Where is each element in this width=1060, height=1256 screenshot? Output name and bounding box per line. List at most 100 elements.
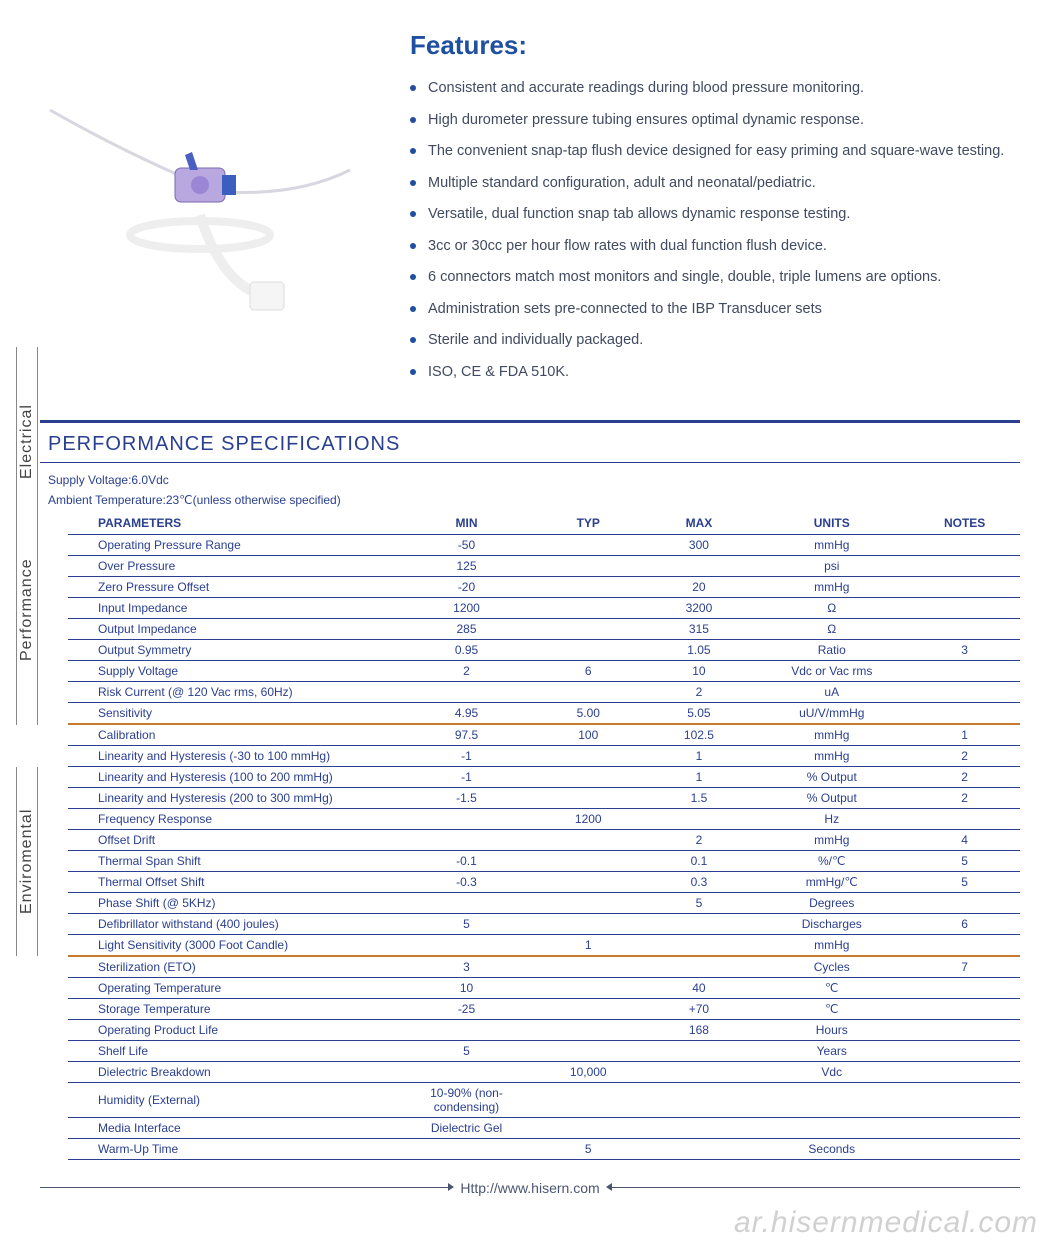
cell-units: ℃: [754, 998, 909, 1019]
cell-min: 5: [400, 913, 533, 934]
table-row: Supply Voltage2610Vdc or Vac rms: [68, 660, 1020, 681]
cell-param: Output Impedance: [68, 618, 400, 639]
table-row: Risk Current (@ 120 Vac rms, 60Hz)2uA: [68, 681, 1020, 702]
cell-max: 1: [644, 766, 755, 787]
cell-typ: 100: [533, 724, 644, 746]
cell-notes: [909, 1040, 1020, 1061]
cell-units: mmHg/℃: [754, 871, 909, 892]
cell-notes: [909, 1019, 1020, 1040]
page-container: Features: Consistent and accurate readin…: [0, 0, 1060, 1256]
cell-units: mmHg: [754, 745, 909, 766]
cell-param: Shelf Life: [68, 1040, 400, 1061]
cell-min: [400, 1138, 533, 1159]
cell-param: Risk Current (@ 120 Vac rms, 60Hz): [68, 681, 400, 702]
cell-param: Phase Shift (@ 5KHz): [68, 892, 400, 913]
cell-notes: 2: [909, 766, 1020, 787]
cell-units: %/℃: [754, 850, 909, 871]
spec-table-wrap: PARAMETERSMINTYPMAXUNITSNOTES Operating …: [40, 512, 1020, 1160]
cell-units: Seconds: [754, 1138, 909, 1159]
features-list: Consistent and accurate readings during …: [410, 75, 1020, 386]
cell-max: 5: [644, 892, 755, 913]
table-row: Zero Pressure Offset-2020mmHg: [68, 576, 1020, 597]
cell-min: 97.5: [400, 724, 533, 746]
spec-col-header: PARAMETERS: [68, 512, 400, 535]
cell-param: Dielectric Breakdown: [68, 1061, 400, 1082]
cell-typ: [533, 534, 644, 555]
cell-units: Years: [754, 1040, 909, 1061]
cell-notes: [909, 576, 1020, 597]
cell-units: uA: [754, 681, 909, 702]
cell-max: 20: [644, 576, 755, 597]
cell-param: Linearity and Hysteresis (200 to 300 mmH…: [68, 787, 400, 808]
cell-max: 1: [644, 745, 755, 766]
cell-typ: [533, 1117, 644, 1138]
cell-notes: 6: [909, 913, 1020, 934]
cell-max: [644, 956, 755, 978]
cell-units: mmHg: [754, 724, 909, 746]
table-row: Media InterfaceDielectric Gel: [68, 1117, 1020, 1138]
feature-item: The convenient snap-tap flush device des…: [410, 138, 1020, 166]
cell-max: 0.3: [644, 871, 755, 892]
table-row: Linearity and Hysteresis (100 to 200 mmH…: [68, 766, 1020, 787]
spec-tbody: Operating Pressure Range-50300mmHgOver P…: [68, 534, 1020, 1159]
cell-min: [400, 892, 533, 913]
section-label-performance: Performance: [16, 494, 38, 725]
table-row: Calibration97.5100102.5mmHg1: [68, 724, 1020, 746]
table-row: Linearity and Hysteresis (200 to 300 mmH…: [68, 787, 1020, 808]
cell-max: [644, 808, 755, 829]
table-row: Phase Shift (@ 5KHz)5Degrees: [68, 892, 1020, 913]
cell-units: Hours: [754, 1019, 909, 1040]
cell-notes: [909, 534, 1020, 555]
cell-param: Sensitivity: [68, 702, 400, 724]
cell-typ: [533, 681, 644, 702]
cell-min: [400, 1019, 533, 1040]
cell-units: mmHg: [754, 829, 909, 850]
cell-max: 0.1: [644, 850, 755, 871]
features-column: Features: Consistent and accurate readin…: [410, 20, 1020, 390]
cell-max: [644, 934, 755, 956]
cell-typ: [533, 1040, 644, 1061]
cell-min: 125: [400, 555, 533, 576]
table-row: Operating Pressure Range-50300mmHg: [68, 534, 1020, 555]
cell-min: -50: [400, 534, 533, 555]
cell-notes: 7: [909, 956, 1020, 978]
cell-typ: 5.00: [533, 702, 644, 724]
cell-min: Dielectric Gel: [400, 1117, 533, 1138]
cell-notes: [909, 618, 1020, 639]
table-row: Humidity (External)10-90% (non-condensin…: [68, 1082, 1020, 1117]
cell-min: 10-90% (non-condensing): [400, 1082, 533, 1117]
cell-typ: [533, 892, 644, 913]
table-row: Output Impedance285315Ω: [68, 618, 1020, 639]
cell-max: 1.05: [644, 639, 755, 660]
table-row: Defibrillator withstand (400 joules)5Dis…: [68, 913, 1020, 934]
cell-typ: [533, 576, 644, 597]
cell-max: 300: [644, 534, 755, 555]
cell-param: Calibration: [68, 724, 400, 746]
cell-typ: [533, 1082, 644, 1117]
cell-notes: [909, 1061, 1020, 1082]
table-row: Shelf Life5Years: [68, 1040, 1020, 1061]
cell-min: 2: [400, 660, 533, 681]
table-row: Output Symmetry0.951.05Ratio3: [68, 639, 1020, 660]
cell-param: Light Sensitivity (3000 Foot Candle): [68, 934, 400, 956]
table-row: Warm-Up Time5Seconds: [68, 1138, 1020, 1159]
cell-min: [400, 681, 533, 702]
cell-typ: [533, 1019, 644, 1040]
cell-max: [644, 1117, 755, 1138]
table-row: Thermal Span Shift-0.10.1%/℃5: [68, 850, 1020, 871]
cell-units: psi: [754, 555, 909, 576]
spec-title: PERFORMANCE SPECIFICATIONS: [40, 429, 1020, 463]
spec-meta-line: Ambient Temperature:23℃(unless otherwise…: [48, 491, 1020, 510]
spec-meta-line: Supply Voltage:6.0Vdc: [48, 471, 1020, 490]
cell-max: 10: [644, 660, 755, 681]
cell-typ: [533, 871, 644, 892]
cell-notes: 2: [909, 745, 1020, 766]
cell-min: 285: [400, 618, 533, 639]
cell-min: [400, 934, 533, 956]
cell-notes: 5: [909, 871, 1020, 892]
cell-notes: [909, 808, 1020, 829]
table-row: Input Impedance12003200Ω: [68, 597, 1020, 618]
spec-col-header: NOTES: [909, 512, 1020, 535]
cell-typ: 1200: [533, 808, 644, 829]
cell-min: 0.95: [400, 639, 533, 660]
